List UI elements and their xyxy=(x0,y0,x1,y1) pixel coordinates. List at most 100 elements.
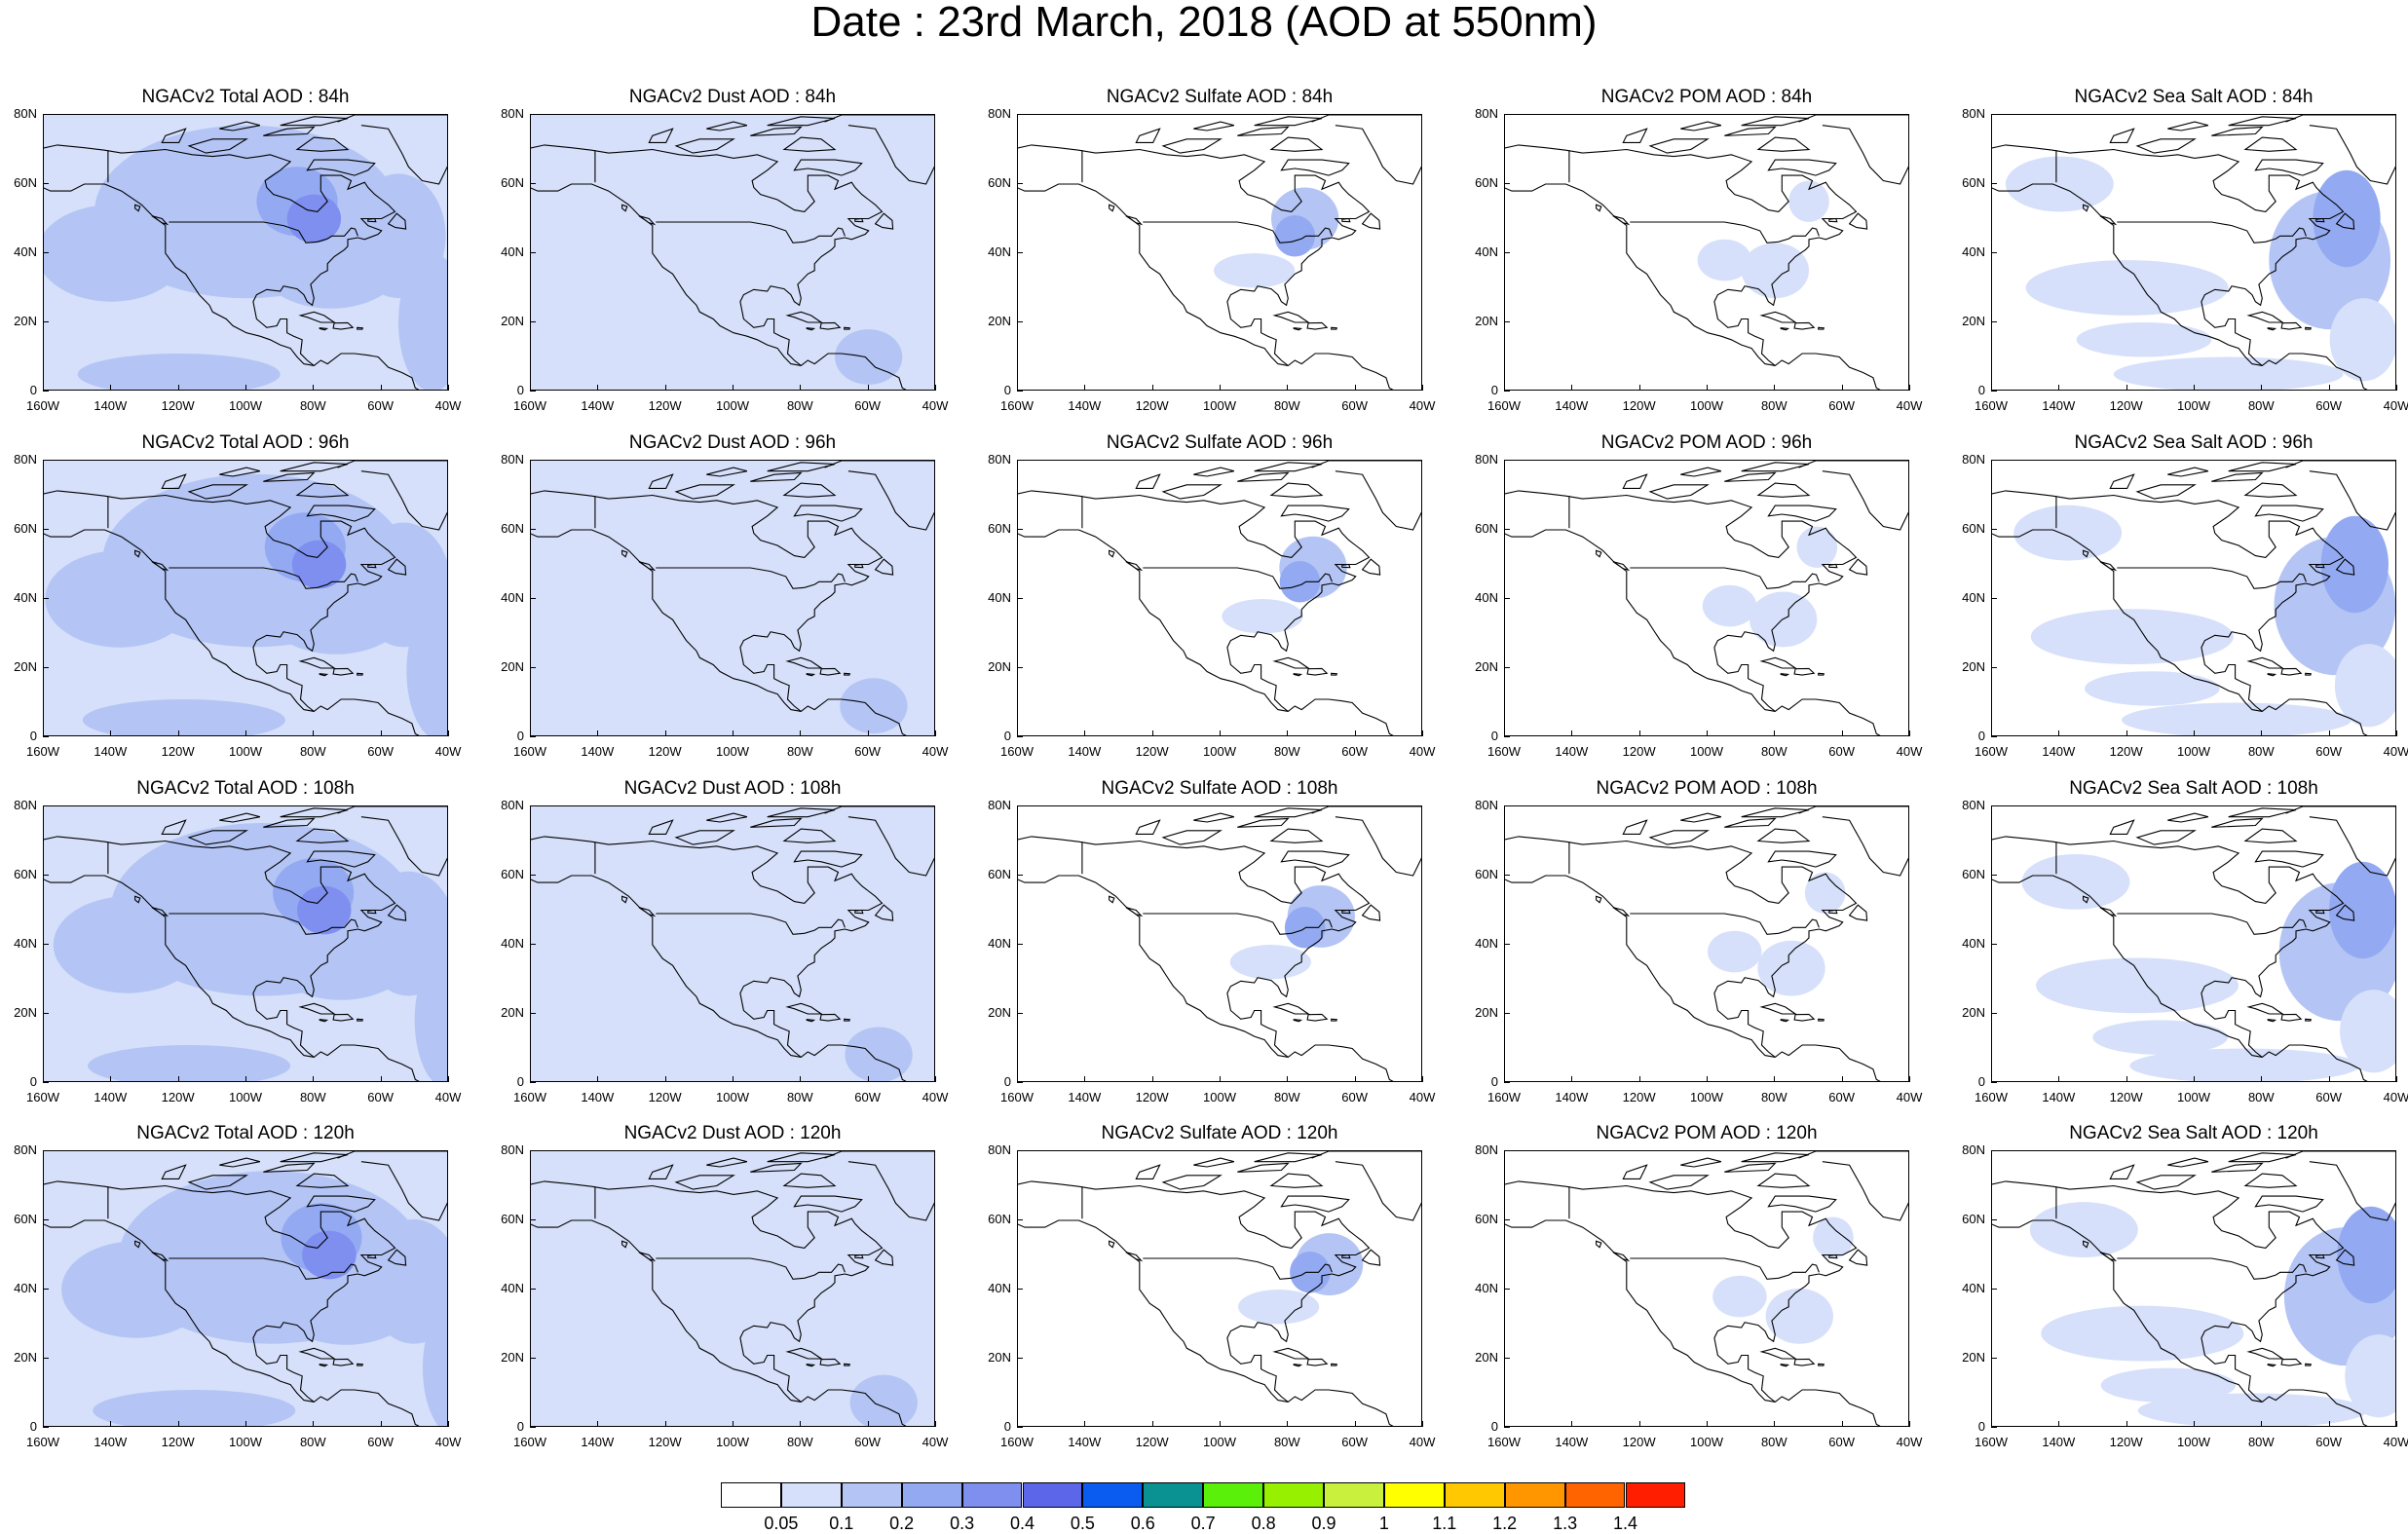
island-coastline xyxy=(1237,126,1290,136)
island-coastline xyxy=(648,1164,674,1179)
island-coastline xyxy=(298,656,336,669)
lon-tick-label: 160W xyxy=(1487,398,1521,413)
island-coastline xyxy=(1759,656,1797,669)
lon-tick-label: 160W xyxy=(513,1435,546,1449)
lon-tick-label: 60W xyxy=(2315,1435,2343,1449)
east-coastline xyxy=(531,836,884,1058)
island-coastline xyxy=(2335,212,2355,230)
lat-tick xyxy=(1504,1427,1510,1428)
lon-tick-label: 140W xyxy=(2042,1435,2076,1449)
island-coastline xyxy=(1237,471,1290,482)
lat-tick-label: 0 xyxy=(1490,383,1498,397)
lon-tick-label: 140W xyxy=(1555,398,1589,413)
lat-tick-label: 80N xyxy=(14,106,37,121)
island-coastline xyxy=(1293,1019,1303,1023)
lon-tick xyxy=(530,385,531,391)
colorbar-swatch xyxy=(1203,1482,1264,1508)
aod-map xyxy=(1505,115,1908,390)
island-coastline xyxy=(263,1162,316,1173)
lat-tick xyxy=(1991,321,1997,322)
lon-tick xyxy=(867,1421,869,1427)
lat-tick-label: 0 xyxy=(1977,1074,1985,1089)
lon-tick xyxy=(2396,1421,2397,1427)
lon-tick xyxy=(1504,730,1505,736)
lon-tick xyxy=(597,1076,599,1082)
island-coastline xyxy=(1793,1013,1816,1022)
lon-tick xyxy=(800,385,802,391)
island-coastline xyxy=(674,830,735,845)
lon-tick xyxy=(935,1421,936,1427)
island-coastline xyxy=(2254,159,2324,176)
west-coastline xyxy=(44,529,420,735)
island-coastline xyxy=(1125,1252,1144,1262)
island-coastline xyxy=(187,1175,248,1190)
lat-tick xyxy=(43,1150,49,1151)
lat-tick-label: 40N xyxy=(1962,244,1985,259)
lat-tick xyxy=(530,183,536,184)
lon-tick xyxy=(664,385,666,391)
lon-tick xyxy=(1017,1076,1018,1082)
us-canada-border xyxy=(1143,1257,1333,1280)
lat-tick-label: 20N xyxy=(988,659,1011,674)
lon-tick-label: 160W xyxy=(1000,1435,1034,1449)
lon-tick xyxy=(43,730,44,736)
lat-tick-label: 0 xyxy=(516,1419,524,1434)
lat-tick-label: 20N xyxy=(14,1005,37,1020)
aod-plume xyxy=(845,1027,913,1081)
lon-tick xyxy=(1084,385,1086,391)
lon-tick xyxy=(1909,730,1910,736)
island-coastline xyxy=(1341,1253,1351,1259)
aod-plume xyxy=(2084,671,2220,706)
lon-tick-label: 160W xyxy=(1487,1090,1521,1104)
colorbar-swatch xyxy=(1564,1482,1626,1508)
island-coastline xyxy=(819,1358,842,1366)
colorbar-label: 0.5 xyxy=(1070,1514,1095,1533)
lon-tick xyxy=(110,1076,112,1082)
aod-plume xyxy=(1274,214,1316,257)
island-coastline xyxy=(1361,558,1381,576)
colorbar-label: 1.1 xyxy=(1432,1514,1457,1533)
island-coastline xyxy=(2335,558,2355,576)
lon-tick xyxy=(867,385,869,391)
lat-tick-label: 0 xyxy=(1977,1419,1985,1434)
lat-tick xyxy=(1504,321,1510,322)
lat-tick-label: 0 xyxy=(1003,1419,1011,1434)
west-coastline xyxy=(1018,183,1394,390)
island-coastline xyxy=(2254,505,2324,522)
lon-tick xyxy=(1707,1421,1708,1427)
lon-tick-label: 120W xyxy=(2109,398,2143,413)
lon-tick xyxy=(380,385,382,391)
lat-tick xyxy=(1504,1358,1510,1359)
lon-tick xyxy=(1707,1076,1708,1082)
lon-tick-label: 140W xyxy=(1068,1090,1102,1104)
aod-plume xyxy=(291,540,347,589)
lat-tick xyxy=(1504,252,1510,253)
lat-tick xyxy=(1504,114,1510,115)
lon-tick-label: 160W xyxy=(1487,1435,1521,1449)
us-canada-border xyxy=(656,1257,846,1280)
lat-tick xyxy=(1017,321,1023,322)
lon-tick-label: 160W xyxy=(513,398,546,413)
colorbar-label: 0.1 xyxy=(829,1514,854,1533)
island-coastline xyxy=(785,311,823,323)
lon-tick xyxy=(1287,385,1289,391)
lat-tick xyxy=(43,736,49,737)
island-coastline xyxy=(1780,327,1790,331)
lat-tick xyxy=(1504,944,1510,945)
lat-tick-label: 0 xyxy=(516,729,524,743)
lat-tick-label: 60N xyxy=(988,867,1011,881)
island-coastline xyxy=(819,1013,842,1022)
lon-tick-label: 40W xyxy=(1896,1090,1923,1104)
lat-tick-label: 80N xyxy=(501,452,524,467)
lon-tick-label: 120W xyxy=(1135,744,1169,759)
panel-title: NGACv2 Dust AOD : 120h xyxy=(623,1123,842,1143)
us-canada-border xyxy=(1630,913,1820,935)
lat-tick-label: 80N xyxy=(14,452,37,467)
island-coastline xyxy=(357,326,364,330)
map-frame xyxy=(530,114,935,391)
island-coastline xyxy=(1828,217,1838,223)
aod-plume xyxy=(2021,853,2130,910)
lat-tick xyxy=(43,391,49,392)
map-panel: NGACv2 Total AOD : 108h 80N 60N 40N 20N 0 160W… xyxy=(14,778,461,1104)
colorbar-label: 0.9 xyxy=(1311,1514,1336,1533)
